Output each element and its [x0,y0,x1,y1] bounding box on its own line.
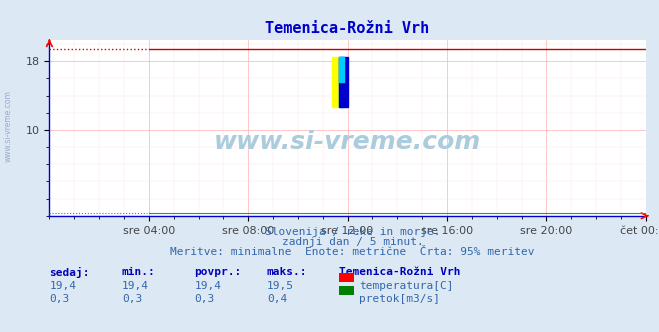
Text: Meritve: minimalne  Enote: metrične  Črta: 95% meritev: Meritve: minimalne Enote: metrične Črta:… [170,247,535,257]
Title: Temenica-Rožni Vrh: Temenica-Rožni Vrh [266,21,430,36]
Bar [339,57,344,107]
Text: pretok[m3/s]: pretok[m3/s] [359,294,440,304]
Text: Slovenija / reke in morje.: Slovenija / reke in morje. [265,227,440,237]
Text: min.:: min.: [122,267,156,277]
Text: Temenica-Rožni Vrh: Temenica-Rožni Vrh [339,267,461,277]
Text: 0,4: 0,4 [267,294,287,304]
Bar [339,57,348,107]
Text: sedaj:: sedaj: [49,267,90,278]
Text: 19,4: 19,4 [194,281,221,290]
Text: maks.:: maks.: [267,267,307,277]
Text: povpr.:: povpr.: [194,267,242,277]
Text: 0,3: 0,3 [122,294,142,304]
Text: www.si-vreme.com: www.si-vreme.com [3,90,13,162]
Text: 19,4: 19,4 [49,281,76,290]
Text: 19,4: 19,4 [122,281,149,290]
Text: zadnji dan / 5 minut.: zadnji dan / 5 minut. [281,237,424,247]
Bar [339,57,344,82]
Text: 19,5: 19,5 [267,281,294,290]
Text: 0,3: 0,3 [194,294,215,304]
Bar [331,57,339,107]
Text: temperatura[C]: temperatura[C] [359,281,453,290]
Text: www.si-vreme.com: www.si-vreme.com [214,130,481,154]
Text: 0,3: 0,3 [49,294,70,304]
